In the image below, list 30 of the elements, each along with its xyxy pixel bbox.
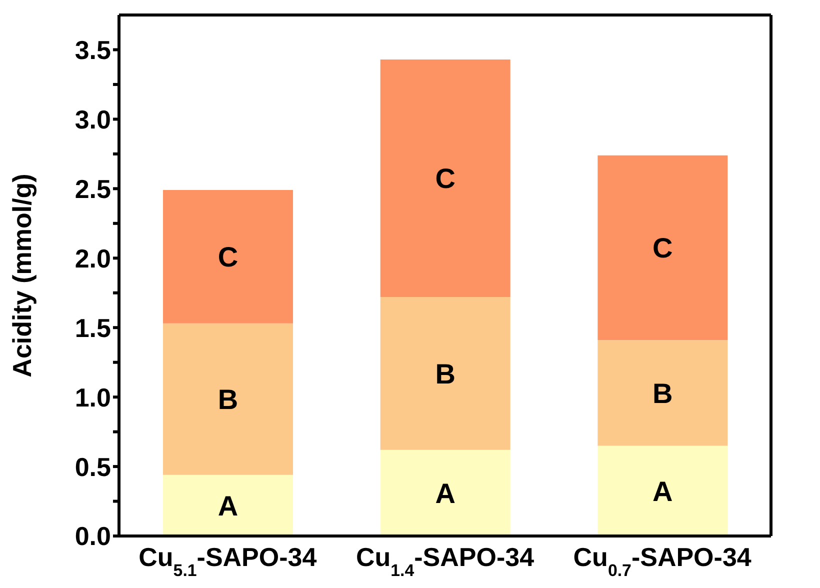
text: C [435,163,456,194]
series-label: B [652,378,673,409]
x-tick-label: Cu$_{0.7}$-SAPO-34 [573,542,752,580]
y-axis-title: Acidity (mmol/g) [7,174,38,378]
x-tick-label: Cu$_{1.4}$-SAPO-34 [356,542,535,580]
y-tick-label: 1.0 [74,382,111,412]
text: B [435,358,456,390]
y-tick-label: 2.5 [74,174,111,204]
bar [380,450,510,536]
text: A [652,476,673,507]
bar [598,446,728,536]
y-tick-label: 0.5 [74,452,111,482]
y-tick-label: 0.0 [74,521,111,552]
y-tick-label: 3.5 [74,34,111,65]
bar [163,474,293,536]
text: A [435,478,456,509]
bar [163,190,293,324]
text: C [652,232,673,264]
bar [163,323,293,475]
text: B [218,384,238,416]
bar [380,59,510,298]
y-tick-label: 2.0 [74,243,111,274]
series-label: A [218,490,238,522]
series-label: C [218,242,238,273]
y-tick-label: 1.5 [74,312,111,343]
bar [380,297,510,450]
bar [598,340,728,446]
bar [598,155,728,340]
x-tick-label: Cu$_{5.1}$-SAPO-34 [138,542,318,580]
y-tick-label: 3.0 [74,104,111,134]
